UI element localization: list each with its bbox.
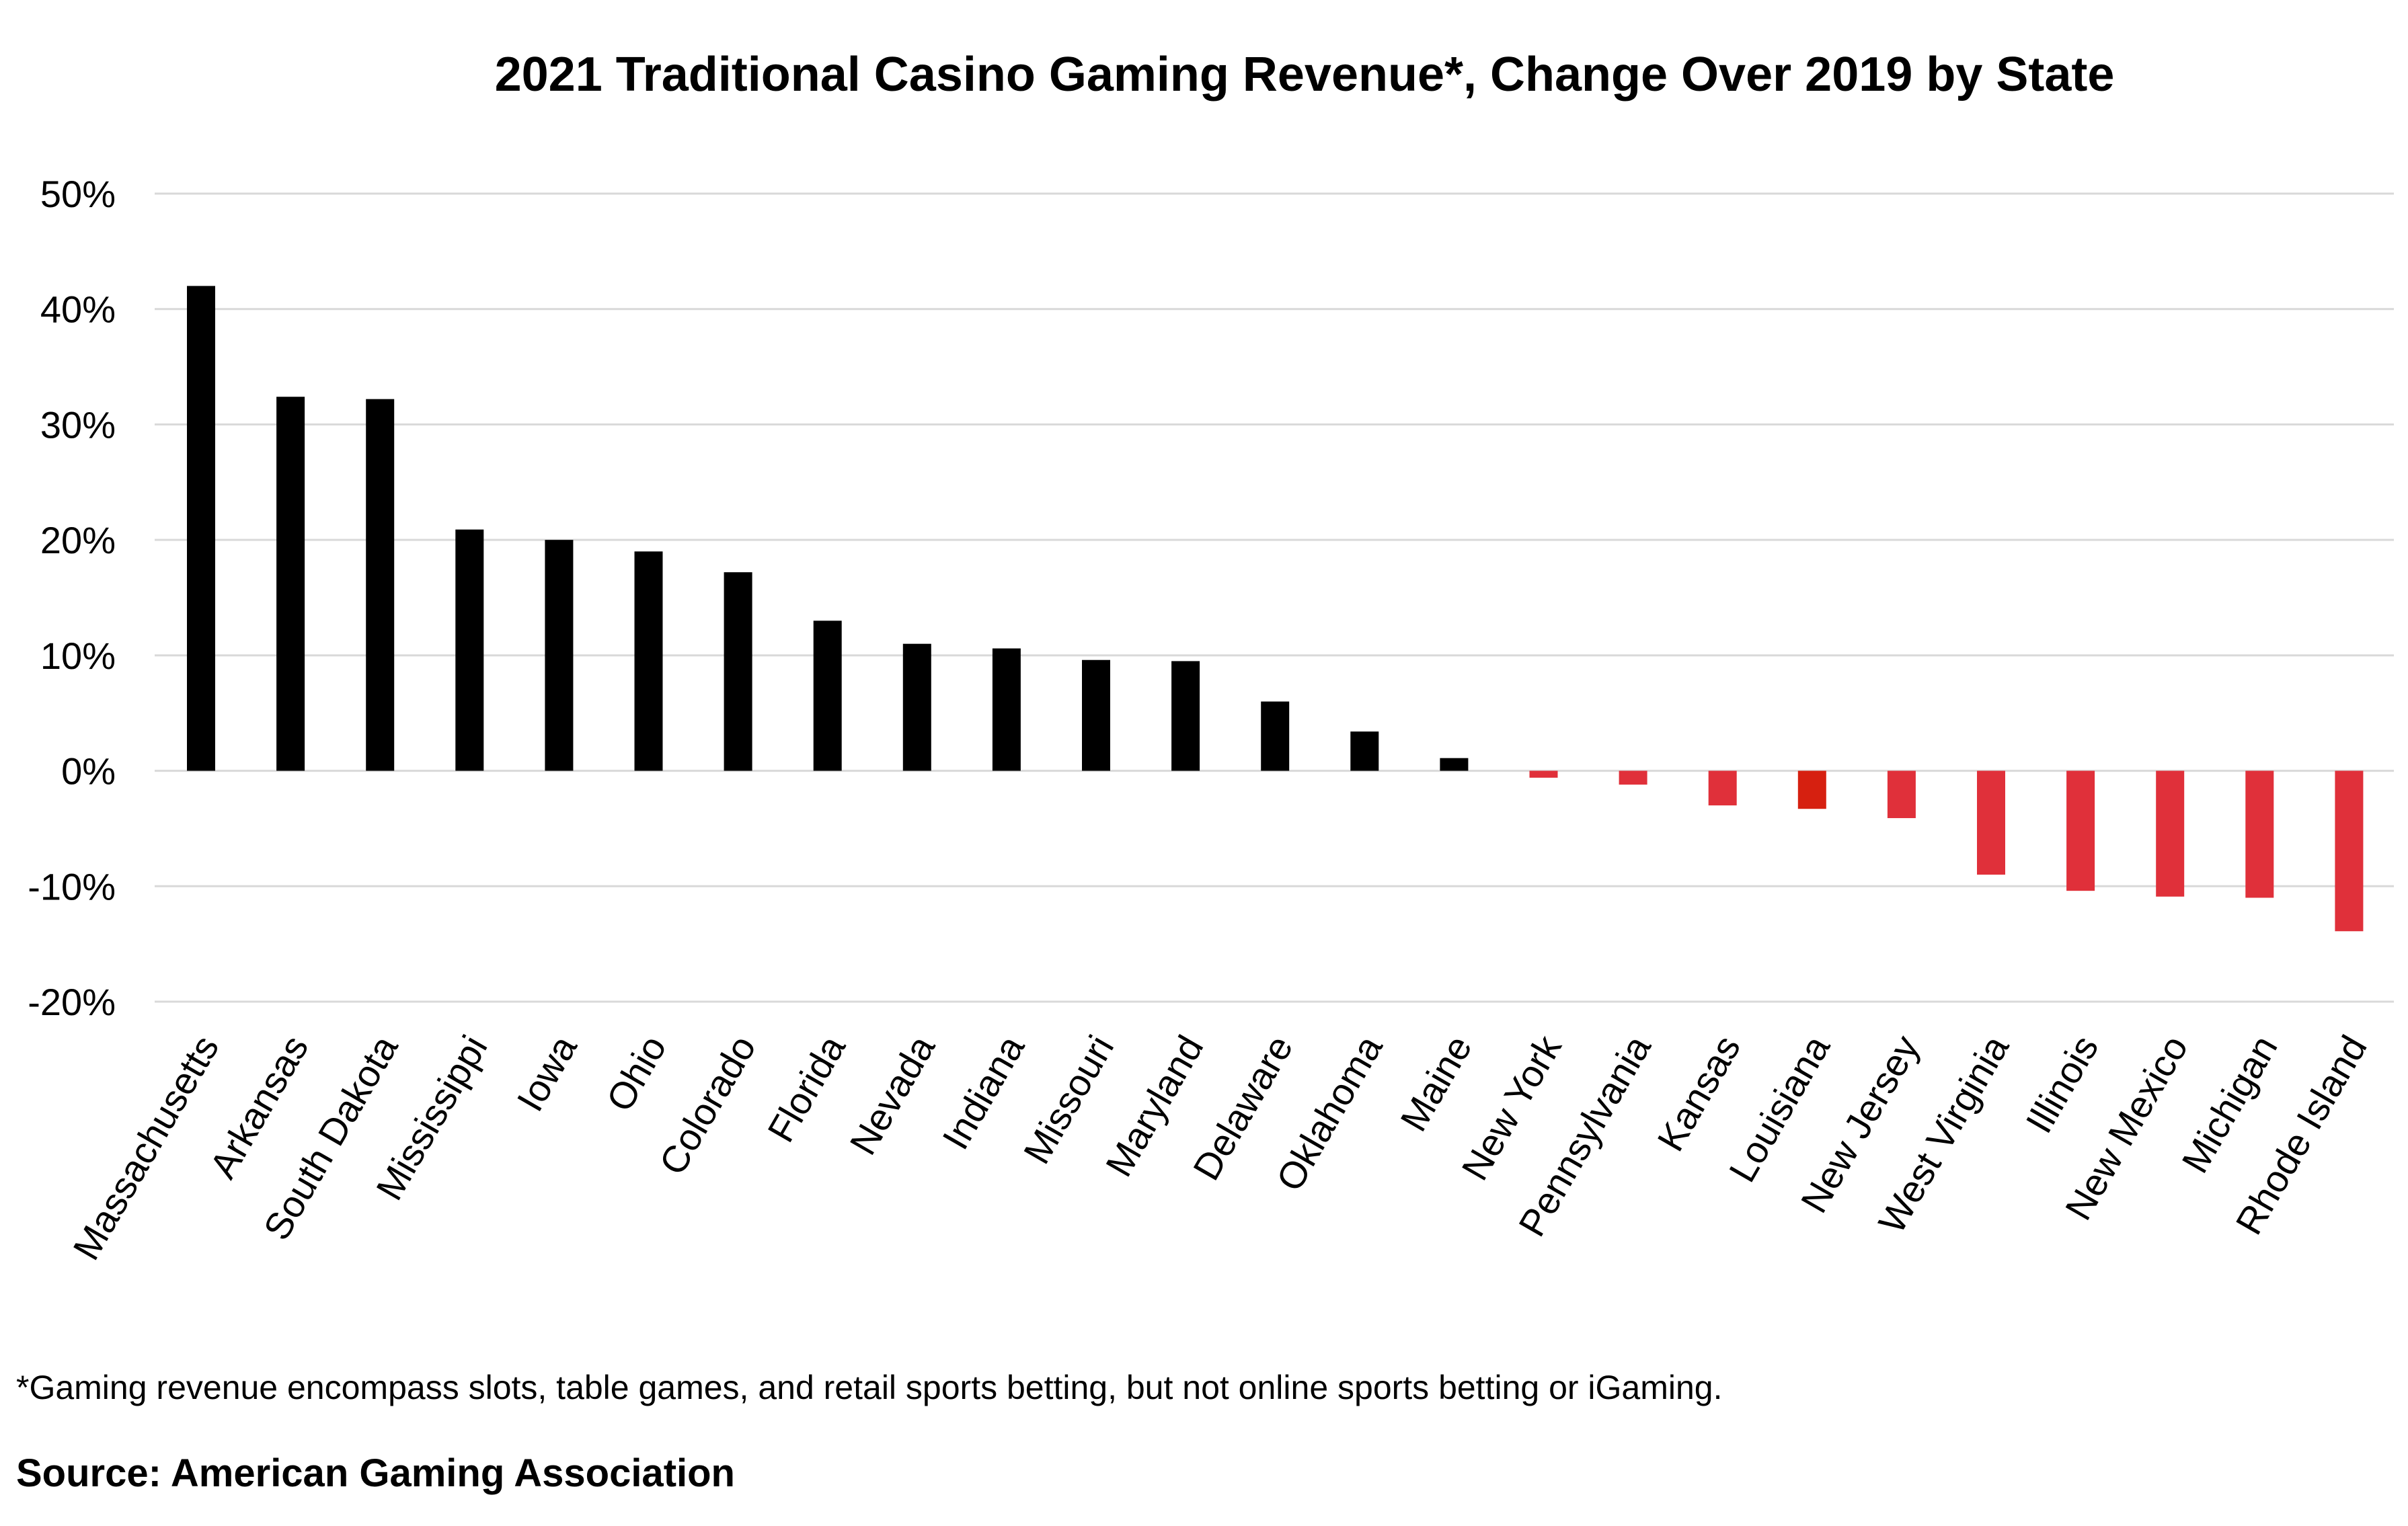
bar-louisiana: [1797, 770, 1826, 809]
x-category-label: Indiana: [934, 1028, 1033, 1156]
bar-mississippi: [455, 529, 484, 771]
gridlines: [155, 192, 2394, 1003]
bar-florida: [813, 620, 842, 771]
y-tick-label: 50%: [40, 173, 116, 215]
bar-maryland: [1171, 661, 1200, 771]
bar-missouri: [1082, 659, 1110, 771]
x-category-label: Nevada: [841, 1028, 943, 1162]
bar-delaware: [1261, 701, 1290, 771]
bar-rhode-island: [2335, 770, 2364, 932]
bar-new-york: [1529, 770, 1558, 778]
bar-michigan: [2245, 770, 2274, 898]
bar-south-dakota: [366, 399, 395, 771]
bar-massachusetts: [187, 286, 215, 771]
y-tick-label: 30%: [40, 403, 116, 446]
y-tick-label: 0%: [61, 750, 116, 793]
x-category-label: Illinois: [2017, 1029, 2106, 1140]
bar-iowa: [545, 540, 574, 771]
bar-colorado: [724, 572, 752, 771]
bar-new-jersey: [1887, 770, 1916, 818]
x-category-label: Maine: [1392, 1029, 1480, 1139]
y-tick-label: 20%: [40, 519, 116, 561]
bar-west-virginia: [1977, 770, 2005, 875]
x-category-label: Massachusetts: [65, 1029, 227, 1267]
bar-pennsylvania: [1619, 770, 1647, 785]
x-category-label: Kansas: [1649, 1029, 1748, 1158]
bar-illinois: [2066, 770, 2095, 891]
y-tick-label: 10%: [40, 635, 116, 677]
bar-arkansas: [276, 397, 305, 771]
y-axis-ticks: 50% 40% 30% 20% 10% 0% -10% -20%: [28, 173, 116, 1023]
chart-title: 2021 Traditional Casino Gaming Revenue*,…: [495, 48, 2115, 102]
y-tick-label: -20%: [28, 981, 116, 1023]
x-category-label: Iowa: [508, 1028, 585, 1119]
bars: [187, 286, 2364, 932]
y-tick-label: -10%: [28, 865, 116, 908]
bar-kansas: [1708, 770, 1737, 806]
bar-nevada: [902, 643, 931, 771]
bar-maine: [1440, 758, 1469, 771]
bar-ohio: [634, 551, 663, 771]
x-category-label: Ohio: [598, 1029, 674, 1119]
x-category-label: Florida: [759, 1028, 854, 1149]
bar-oklahoma: [1350, 731, 1379, 771]
y-tick-label: 40%: [40, 288, 116, 331]
bar-new-mexico: [2156, 770, 2185, 897]
bar-indiana: [992, 648, 1021, 771]
footnote: *Gaming revenue encompass slots, table g…: [16, 1369, 1723, 1406]
source-note: Source: American Gaming Association: [16, 1451, 735, 1495]
